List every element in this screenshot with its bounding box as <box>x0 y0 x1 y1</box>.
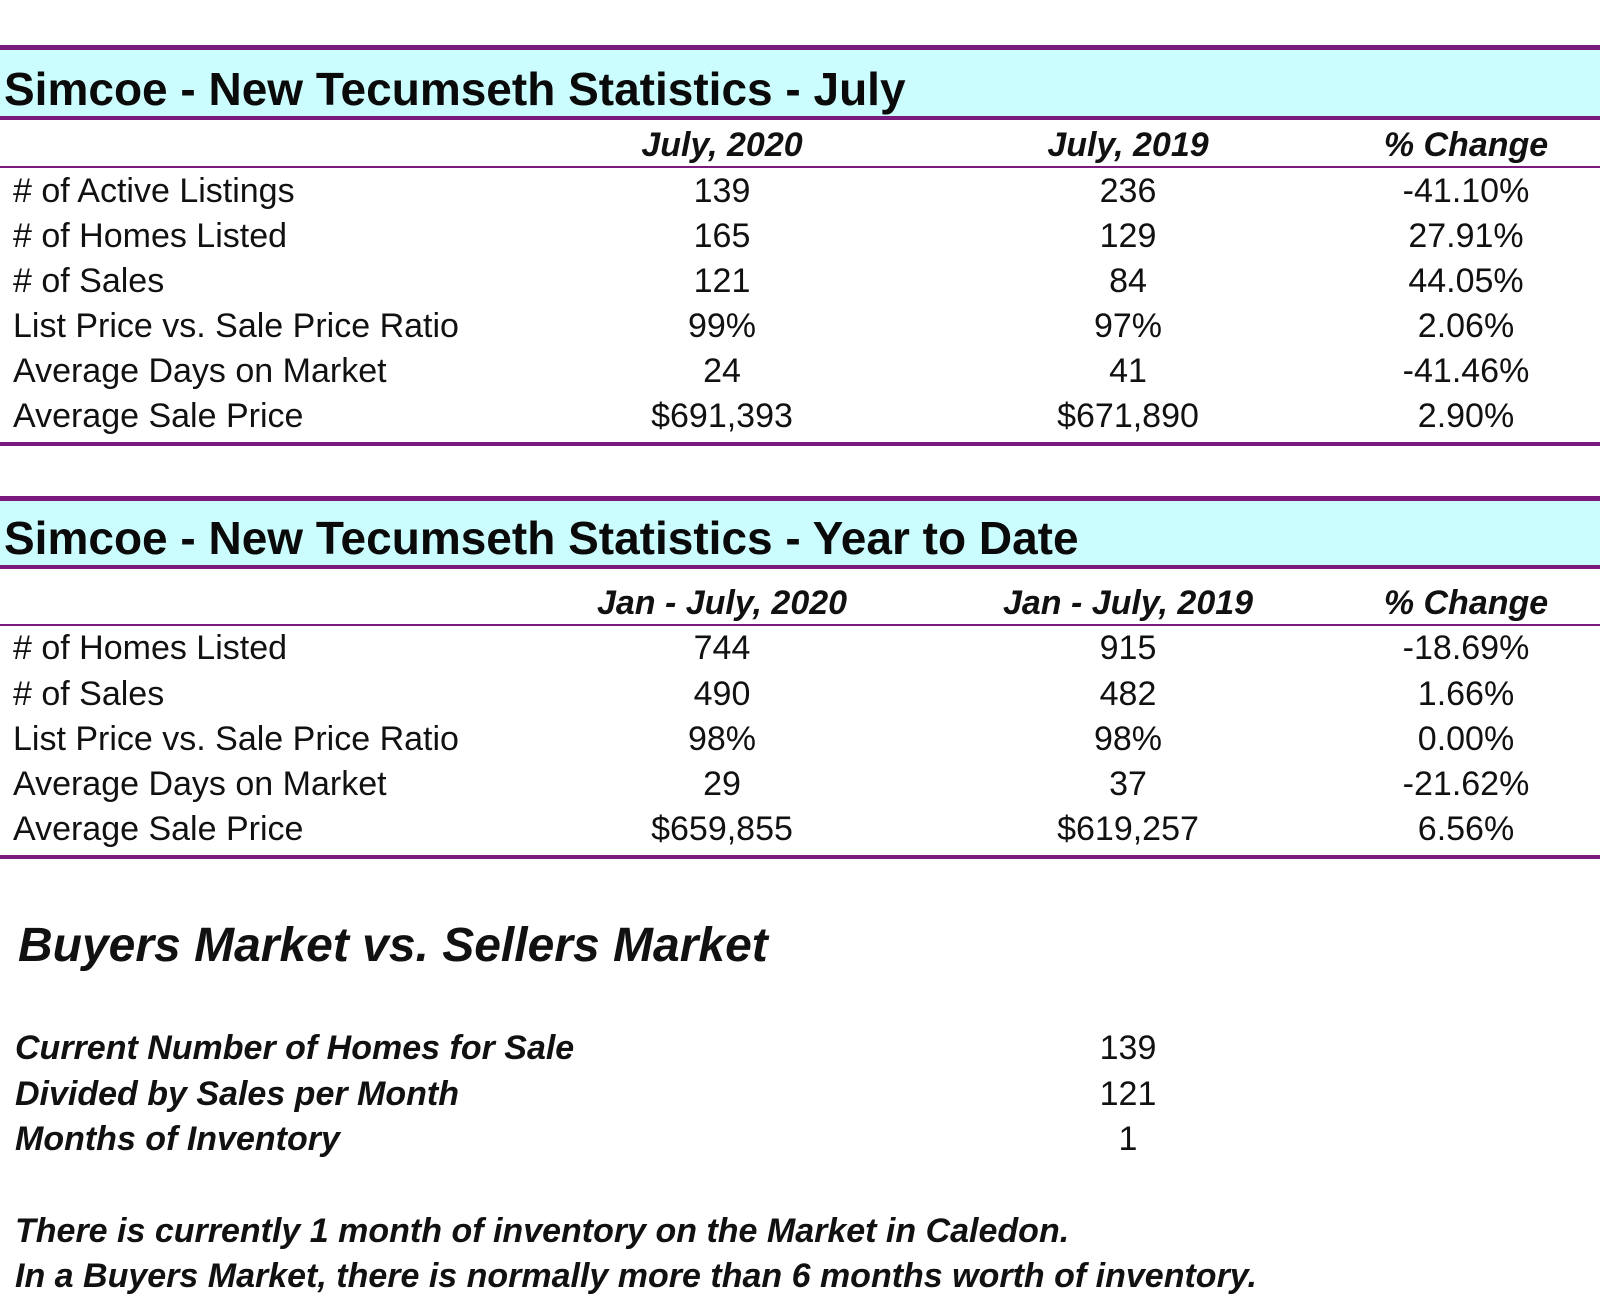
table-row: # of Homes Listed 744 915 -18.69% <box>0 629 1600 675</box>
value-2019: 98% <box>1093 720 1163 758</box>
value-2020: 165 <box>693 217 751 255</box>
value-2019: 915 <box>1099 629 1157 667</box>
inventory-label: Current Number of Homes for Sale <box>15 1029 575 1067</box>
monthly-header-change: % Change <box>1383 126 1549 164</box>
market-note: There is currently 1 month of inventory … <box>15 1212 1070 1250</box>
row-label: # of Homes Listed <box>13 217 288 255</box>
value-2020: 98% <box>687 720 757 758</box>
value-2020: 24 <box>703 352 741 390</box>
monthly-header-2019: July, 2019 <box>1047 126 1209 164</box>
row-label: List Price vs. Sale Price Ratio <box>13 307 459 345</box>
value-change: 2.90% <box>1417 397 1515 435</box>
ytd-header-2020: Jan - July, 2020 <box>596 584 848 622</box>
value-change: 2.06% <box>1417 307 1515 345</box>
value-2020: 490 <box>693 675 751 713</box>
value-2020: 99% <box>687 307 757 345</box>
row-label: Average Days on Market <box>13 765 387 803</box>
row-label: List Price vs. Sale Price Ratio <box>13 720 459 758</box>
ytd-header-rule <box>0 624 1600 626</box>
ytd-header-change: % Change <box>1383 584 1549 622</box>
value-2020: 744 <box>693 629 751 667</box>
monthly-bottom-rule <box>0 442 1600 446</box>
inventory-value: 121 <box>1099 1075 1157 1113</box>
value-2020: 121 <box>693 262 751 300</box>
row-label: # of Sales <box>13 262 165 300</box>
market-title: Buyers Market vs. Sellers Market <box>18 919 768 972</box>
value-change: -41.10% <box>1402 172 1530 210</box>
value-change: 44.05% <box>1408 262 1524 300</box>
value-2019: $619,257 <box>1057 810 1199 848</box>
ytd-header-2019: Jan - July, 2019 <box>1002 584 1254 622</box>
market-note: In a Buyers Market, there is normally mo… <box>15 1257 1257 1295</box>
value-2019: 482 <box>1099 675 1157 713</box>
table-row: # of Sales 490 482 1.66% <box>0 675 1600 721</box>
value-change: -41.46% <box>1402 352 1530 390</box>
value-2020: 29 <box>703 765 741 803</box>
ytd-title: Simcoe - New Tecumseth Statistics - Year… <box>4 512 1079 564</box>
value-change: 1.66% <box>1417 675 1515 713</box>
inventory-label: Divided by Sales per Month <box>15 1075 459 1113</box>
inventory-row: Current Number of Homes for Sale 139 <box>0 1029 1600 1075</box>
row-label: # of Sales <box>13 675 165 713</box>
row-label: Average Sale Price <box>13 397 304 435</box>
row-label: # of Homes Listed <box>13 629 288 667</box>
table-row: List Price vs. Sale Price Ratio 99% 97% … <box>0 307 1600 353</box>
table-row: # of Homes Listed 165 129 27.91% <box>0 217 1600 263</box>
table-row: List Price vs. Sale Price Ratio 98% 98% … <box>0 720 1600 766</box>
value-change: -18.69% <box>1402 629 1530 667</box>
value-2020: 139 <box>693 172 751 210</box>
value-change: 6.56% <box>1417 810 1515 848</box>
value-change: 27.91% <box>1408 217 1524 255</box>
row-label: # of Active Listings <box>13 172 295 210</box>
value-2020: $691,393 <box>651 397 793 435</box>
value-2019: 129 <box>1099 217 1157 255</box>
value-change: 0.00% <box>1417 720 1515 758</box>
table-row: Average Sale Price $691,393 $671,890 2.9… <box>0 397 1600 443</box>
row-label: Average Sale Price <box>13 810 304 848</box>
value-2020: $659,855 <box>651 810 793 848</box>
ytd-title-bar <box>0 496 1600 569</box>
table-row: Average Sale Price $659,855 $619,257 6.5… <box>0 810 1600 856</box>
value-2019: 97% <box>1093 307 1163 345</box>
inventory-value: 139 <box>1099 1029 1157 1067</box>
table-row: Average Days on Market 24 41 -41.46% <box>0 352 1600 398</box>
inventory-row: Months of Inventory 1 <box>0 1120 1600 1166</box>
table-row: # of Sales 121 84 44.05% <box>0 262 1600 308</box>
value-2019: 236 <box>1099 172 1157 210</box>
table-row: # of Active Listings 139 236 -41.10% <box>0 172 1600 218</box>
monthly-title: Simcoe - New Tecumseth Statistics - July <box>4 63 906 115</box>
monthly-header-2020: July, 2020 <box>641 126 803 164</box>
value-2019: 84 <box>1109 262 1147 300</box>
inventory-row: Divided by Sales per Month 121 <box>0 1075 1600 1121</box>
inventory-value: 1 <box>1118 1120 1138 1158</box>
monthly-title-bar <box>0 45 1600 120</box>
value-2019: $671,890 <box>1057 397 1199 435</box>
value-2019: 41 <box>1109 352 1147 390</box>
value-2019: 37 <box>1109 765 1147 803</box>
value-change: -21.62% <box>1402 765 1530 803</box>
ytd-bottom-rule <box>0 855 1600 859</box>
monthly-header-rule <box>0 166 1600 168</box>
inventory-label: Months of Inventory <box>15 1120 340 1158</box>
row-label: Average Days on Market <box>13 352 387 390</box>
table-row: Average Days on Market 29 37 -21.62% <box>0 765 1600 811</box>
